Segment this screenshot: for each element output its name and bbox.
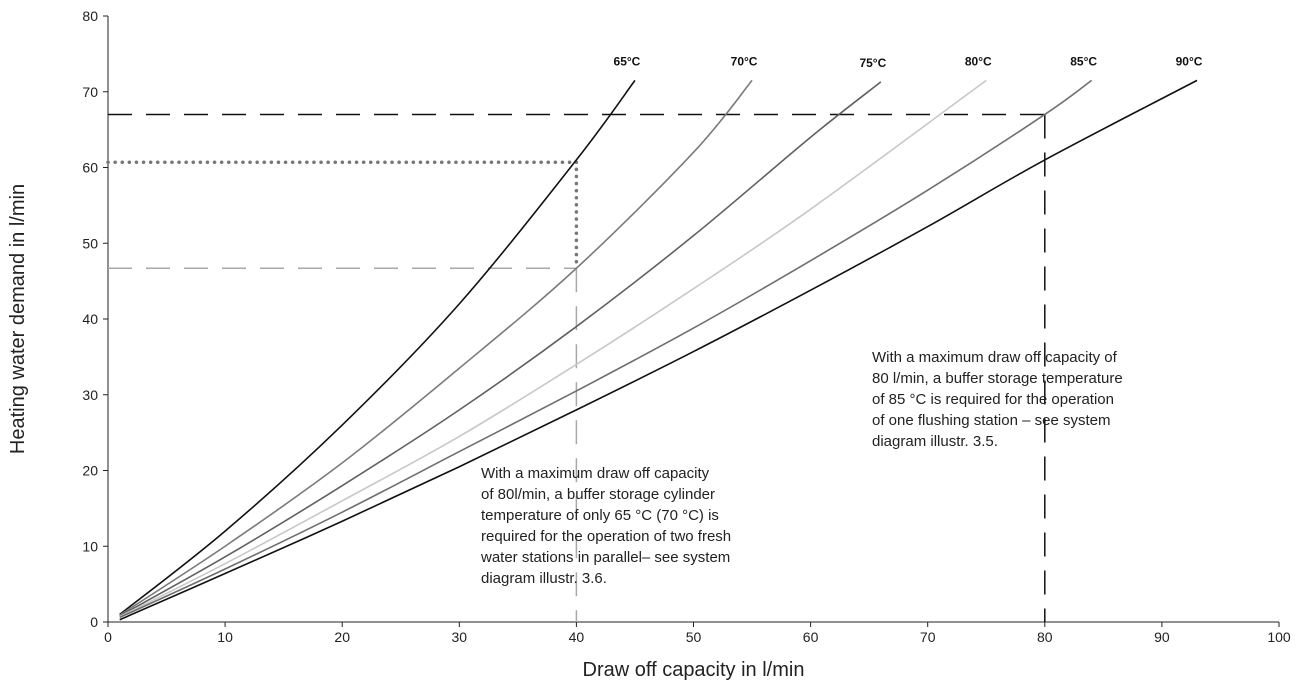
- series-group: [119, 79, 1198, 621]
- series-line-90-C: [119, 79, 1198, 621]
- series-line-70-C: [119, 79, 753, 616]
- series-line-65-C: [119, 79, 636, 616]
- series-label-85-C: 85°C: [1070, 54, 1097, 68]
- annotation-85c-flushing-station: With a maximum draw off capacity of 80 l…: [872, 349, 1123, 450]
- y-tick-label: 50: [82, 235, 98, 251]
- y-tick-label: 70: [82, 84, 98, 100]
- y-tick-label: 30: [82, 387, 98, 403]
- series-line-85-C: [119, 79, 1093, 619]
- series-label-90-C: 90°C: [1176, 54, 1203, 68]
- x-tick-label: 60: [803, 629, 819, 645]
- x-axis-title: Draw off capacity in l/min: [583, 659, 805, 681]
- series-label-65-C: 65°C: [614, 54, 641, 68]
- x-tick-label: 20: [334, 629, 350, 645]
- series-label-80-C: 80°C: [965, 54, 992, 68]
- annotation-65c-fresh-water-stations: With a maximum draw off capacity of 80l/…: [481, 465, 732, 587]
- x-tick-label: 70: [920, 629, 936, 645]
- series-labels-group: 65°C 70°C 75°C 80°C 85°C 90°C: [614, 54, 1203, 70]
- axes-group: 0 10 20 30 40 50 60 70 80 90 100 0 10 20 30 40 50 60 70 80: [82, 8, 1290, 645]
- y-axis-title: Heating water demand in l/min: [7, 184, 29, 454]
- series-label-75-C: 75°C: [859, 56, 886, 70]
- series-line-75-C: [119, 81, 882, 617]
- series-label-70-C: 70°C: [731, 54, 758, 68]
- y-tick-label: 80: [82, 8, 98, 24]
- y-tick-label: 10: [82, 538, 98, 554]
- x-tick-label: 90: [1154, 629, 1170, 645]
- y-tick-label: 40: [82, 311, 98, 327]
- x-tick-label: 0: [104, 629, 112, 645]
- x-tick-label: 100: [1267, 629, 1291, 645]
- y-tick-label: 60: [82, 160, 98, 176]
- x-tick-label: 10: [217, 629, 233, 645]
- series-line-80-C: [119, 79, 987, 618]
- x-tick-label: 80: [1037, 629, 1053, 645]
- x-tick-label: 50: [686, 629, 702, 645]
- x-tick-label: 30: [452, 629, 468, 645]
- y-tick-label: 20: [82, 463, 98, 479]
- x-tick-label: 40: [569, 629, 585, 645]
- y-tick-label: 0: [90, 614, 98, 630]
